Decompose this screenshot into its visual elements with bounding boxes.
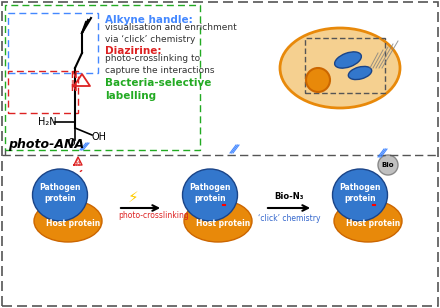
Ellipse shape	[348, 67, 372, 79]
Text: N: N	[75, 162, 79, 167]
Ellipse shape	[33, 169, 88, 221]
Text: Pathogen
protein: Pathogen protein	[189, 183, 231, 203]
Circle shape	[378, 155, 398, 175]
Bar	[8, 71, 78, 113]
Ellipse shape	[184, 200, 252, 242]
Text: N: N	[70, 71, 77, 80]
Text: Bio-N₃: Bio-N₃	[274, 192, 304, 201]
Ellipse shape	[280, 28, 400, 108]
Circle shape	[306, 68, 330, 92]
Ellipse shape	[335, 52, 361, 68]
Text: H₂N: H₂N	[38, 117, 57, 127]
Text: OH: OH	[91, 132, 106, 142]
Text: Bacteria-selective
labelling: Bacteria-selective labelling	[105, 78, 211, 101]
Text: photo-crosslinking to
capture the interactions: photo-crosslinking to capture the intera…	[105, 54, 215, 75]
Bar	[305, 38, 385, 93]
Text: Host protein: Host protein	[46, 218, 100, 228]
Ellipse shape	[183, 169, 238, 221]
Text: Host protein: Host protein	[346, 218, 400, 228]
Bar	[5, 5, 200, 150]
Text: Pathogen
protein: Pathogen protein	[39, 183, 81, 203]
Bar	[8, 13, 98, 73]
Text: N: N	[75, 159, 79, 164]
Text: ‘click’ chemistry: ‘click’ chemistry	[258, 214, 320, 223]
Ellipse shape	[333, 169, 388, 221]
Text: photo-ANA: photo-ANA	[8, 138, 84, 151]
Text: ||: ||	[70, 80, 75, 87]
Text: O: O	[68, 138, 76, 148]
Text: photo-crosslinking: photo-crosslinking	[118, 211, 189, 220]
Text: Pathogen
protein: Pathogen protein	[339, 183, 381, 203]
Ellipse shape	[34, 200, 102, 242]
Text: visualisation and enrichment
via ‘click’ chemistry: visualisation and enrichment via ‘click’…	[105, 23, 237, 44]
Text: Diazirine:: Diazirine:	[105, 46, 161, 56]
Text: Host protein: Host protein	[196, 218, 250, 228]
Text: ⚡: ⚡	[128, 190, 139, 205]
Text: Alkyne handle:: Alkyne handle:	[105, 15, 193, 25]
Text: Bio: Bio	[382, 162, 394, 168]
Text: N: N	[70, 84, 77, 93]
Ellipse shape	[334, 200, 402, 242]
